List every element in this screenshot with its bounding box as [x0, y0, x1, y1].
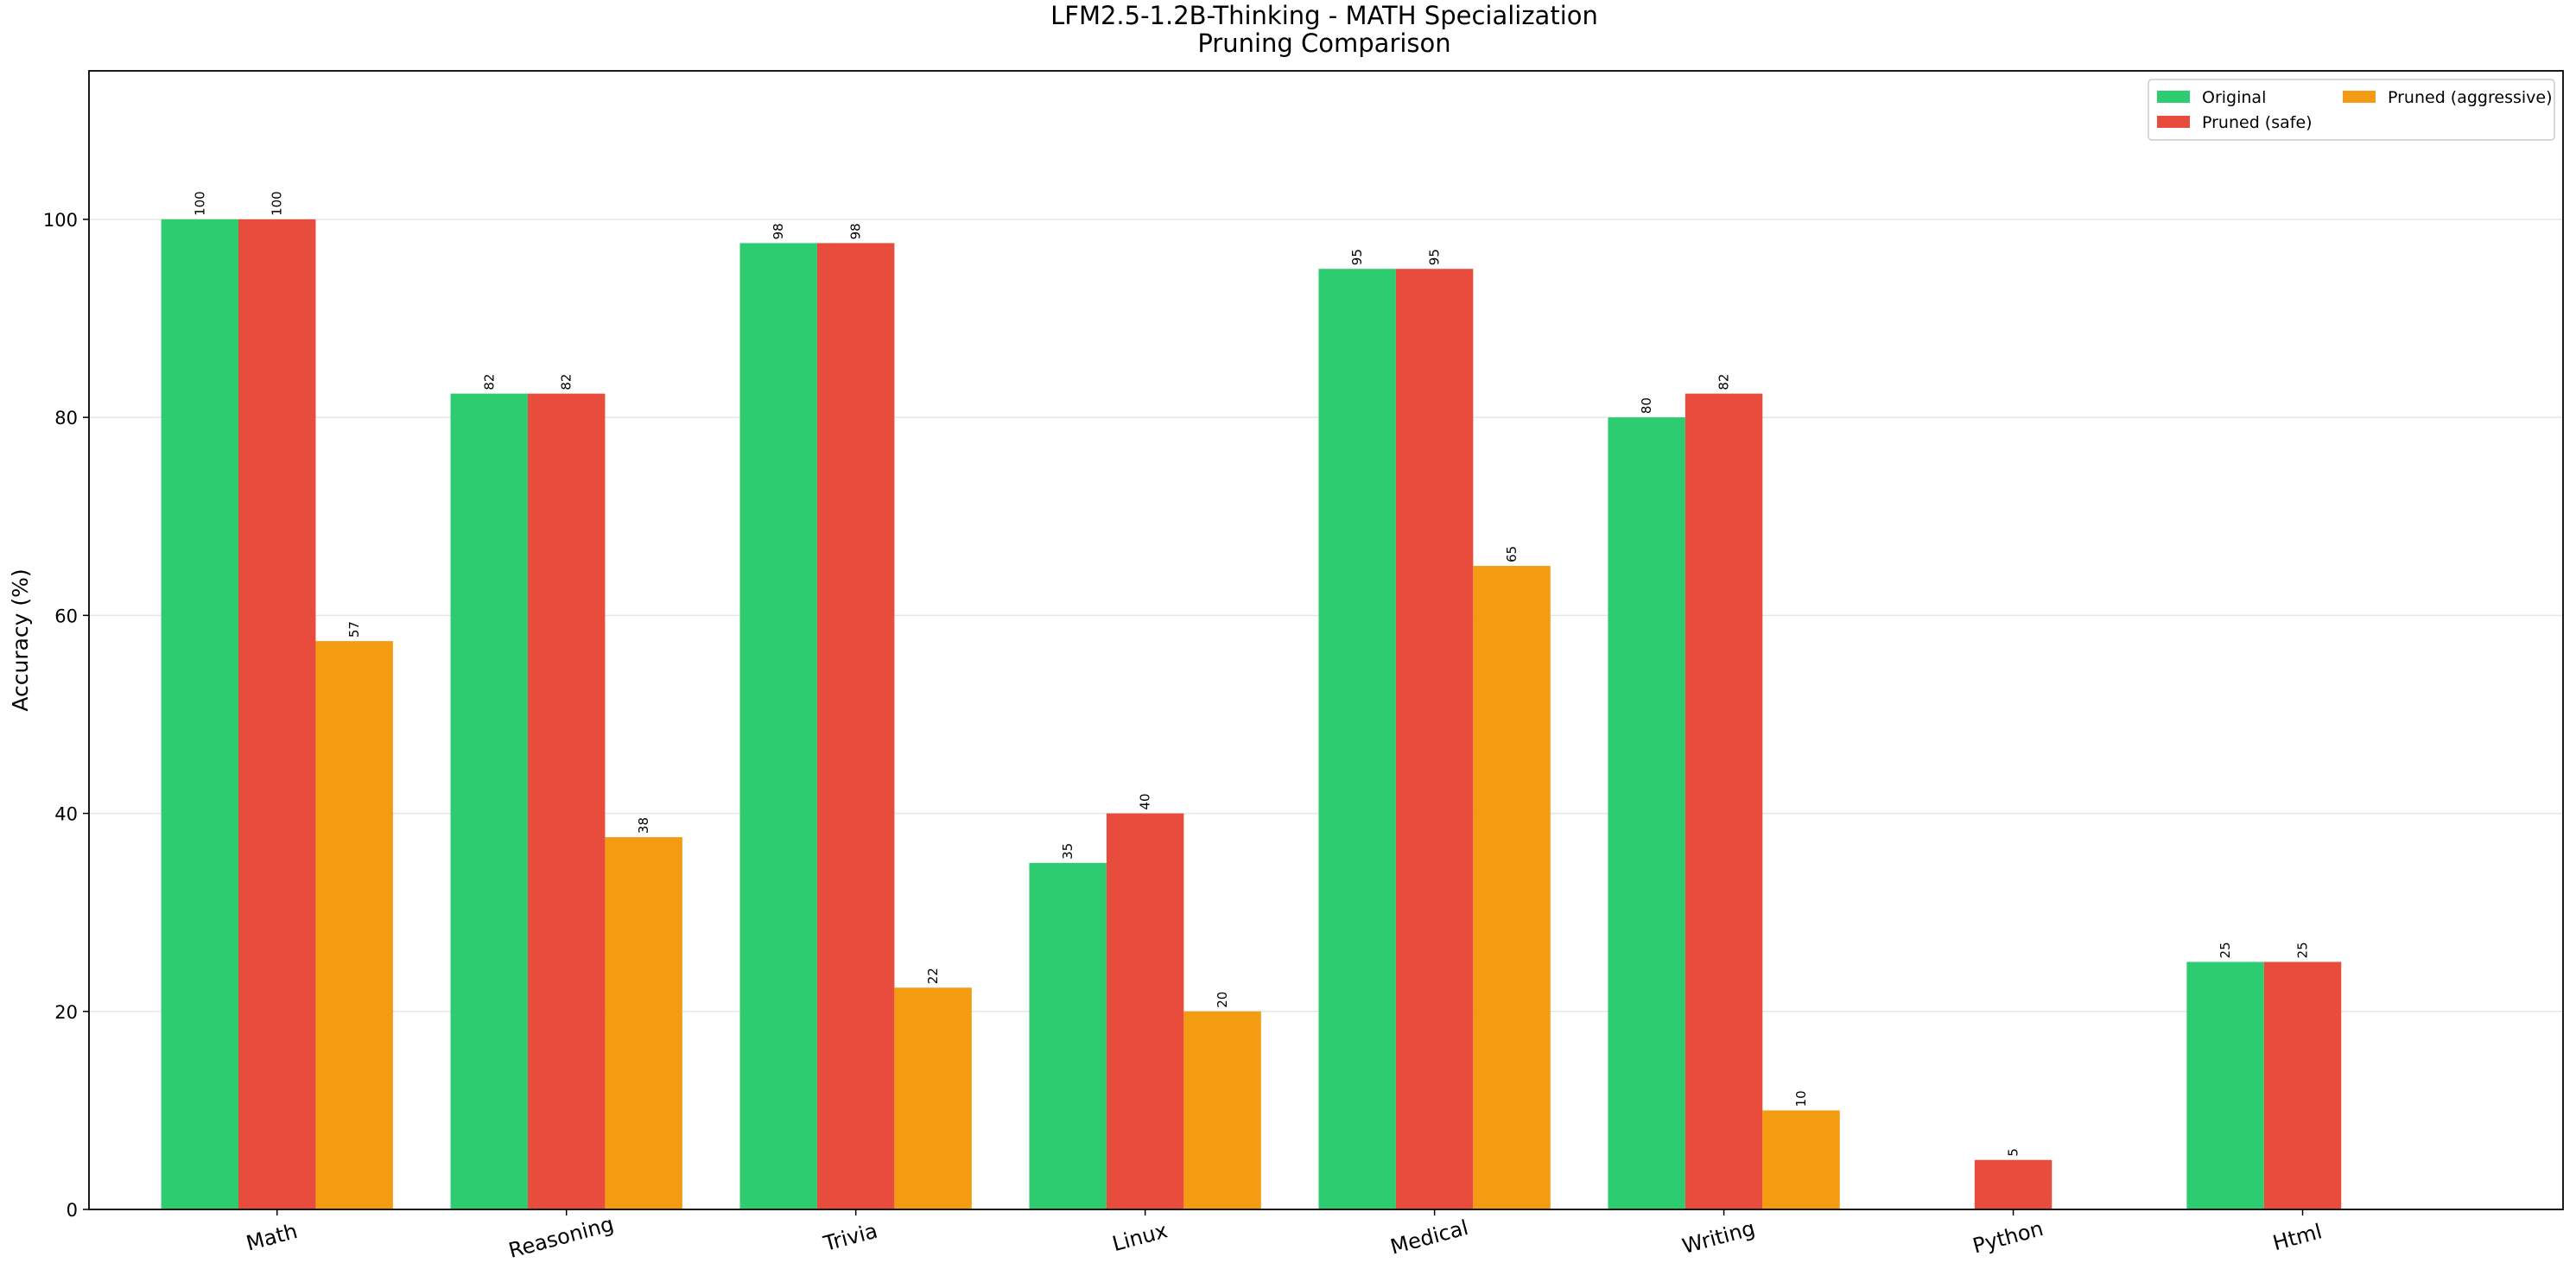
value-label: 95 [1427, 249, 1443, 265]
bar [161, 219, 239, 1209]
value-label: 100 [270, 191, 285, 216]
y-tick-label: 40 [54, 804, 78, 825]
legend-swatch [2343, 91, 2376, 103]
y-axis-label: Accuracy (%) [8, 568, 33, 711]
chart-title: LFM2.5-1.2B-Thinking - MATH Specializati… [1050, 1, 1598, 30]
value-label: 82 [481, 374, 497, 390]
value-label: 82 [1716, 374, 1732, 390]
value-label: 5 [2006, 1148, 2021, 1157]
x-tick-label: Medical [1388, 1215, 1471, 1260]
y-tick-label: 60 [54, 606, 78, 626]
bar [739, 243, 817, 1209]
bar [450, 393, 528, 1209]
bar [1395, 269, 1474, 1209]
bar [2263, 962, 2342, 1209]
x-tick-label: Html [2270, 1219, 2325, 1255]
bar [1608, 417, 1685, 1209]
bar [1685, 393, 1763, 1209]
bar [238, 219, 316, 1209]
value-label: 98 [771, 223, 786, 239]
x-tick-label: Python [1970, 1216, 2046, 1259]
value-label: 57 [346, 621, 362, 638]
legend-swatch [2157, 91, 2190, 103]
bar [1473, 566, 1551, 1209]
legend-frame [2148, 79, 2555, 141]
bar [1974, 1159, 2053, 1209]
value-label: 35 [1060, 843, 1075, 860]
value-label: 25 [2295, 942, 2311, 958]
value-label: 10 [1793, 1090, 1809, 1107]
value-label: 20 [1215, 992, 1230, 1008]
bar [894, 987, 972, 1209]
value-label: 65 [1504, 546, 1520, 562]
bar [1762, 1110, 1840, 1209]
x-tick-label: Reasoning [506, 1212, 617, 1263]
bar [1106, 813, 1184, 1209]
value-label: 40 [1138, 793, 1153, 809]
legend-label: Original [2202, 88, 2266, 107]
value-label: 95 [1349, 249, 1365, 265]
bar [1029, 862, 1107, 1209]
value-label: 25 [2218, 942, 2233, 958]
plot-frame [88, 70, 2564, 1210]
y-tick-label: 80 [54, 408, 78, 428]
bar [605, 837, 682, 1209]
bar [2186, 962, 2264, 1209]
y-tick-label: 0 [67, 1200, 78, 1221]
value-label: 100 [192, 191, 207, 216]
value-label: 80 [1639, 397, 1654, 414]
legend: Original Pruned (safe) Pruned (aggressive) [2148, 79, 2555, 141]
legend-label: Pruned (safe) [2202, 113, 2313, 132]
chart-subtitle: Pruning Comparison [1197, 29, 1450, 58]
value-label: 82 [559, 374, 574, 390]
bar [1318, 269, 1396, 1209]
bar [527, 393, 606, 1209]
value-label: 22 [925, 968, 941, 984]
y-tick-label: 20 [54, 1002, 78, 1023]
legend-label: Pruned (aggressive) [2388, 88, 2553, 107]
x-tick-label: Linux [1110, 1218, 1171, 1256]
x-tick-label: Writing [1679, 1216, 1757, 1259]
bar [1183, 1011, 1261, 1209]
x-tick-label: Trivia [820, 1219, 879, 1257]
bar [315, 641, 393, 1209]
y-tick-label: 100 [43, 210, 78, 231]
value-label: 38 [636, 817, 651, 834]
legend-swatch [2157, 116, 2190, 128]
x-tick-label: Math [244, 1219, 300, 1256]
bar [816, 243, 895, 1209]
value-label: 98 [848, 223, 864, 239]
